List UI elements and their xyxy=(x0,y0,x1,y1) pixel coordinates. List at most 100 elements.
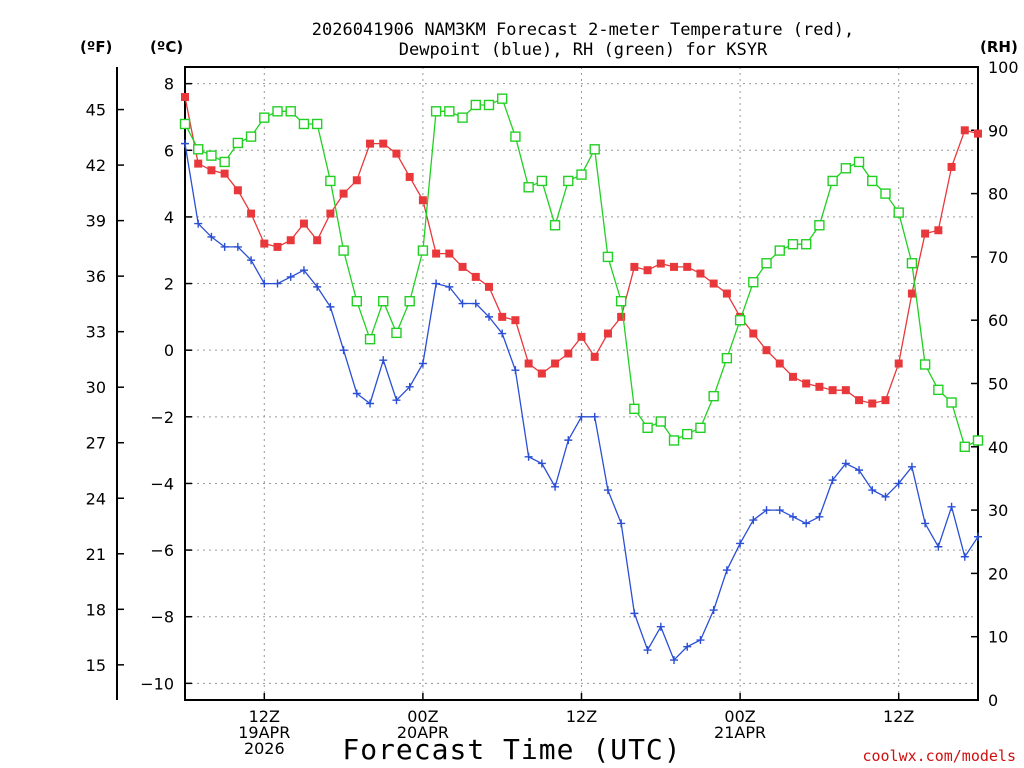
temperature-point xyxy=(260,239,269,248)
rh-point xyxy=(933,384,944,396)
time-tick-label: 21APR xyxy=(714,723,766,742)
rh-point xyxy=(814,220,825,231)
rh-point xyxy=(206,150,217,161)
rh-point xyxy=(576,169,587,180)
dewpoint-point xyxy=(775,506,784,515)
rh-point xyxy=(404,296,415,307)
celsius-tick-label: 4 xyxy=(164,208,174,227)
rh-point xyxy=(523,182,534,193)
dewpoint-point xyxy=(736,539,745,548)
rh-point xyxy=(444,106,455,117)
dewpoint-point xyxy=(313,282,322,291)
data-series xyxy=(179,92,984,665)
temperature-point xyxy=(551,359,560,368)
credit-text: coolwx.com/models xyxy=(862,747,1016,765)
rh-point xyxy=(536,175,548,187)
temperature-point xyxy=(418,196,427,205)
rh-point xyxy=(391,327,402,339)
rh-point xyxy=(351,296,363,307)
rh-unit-label: (RH) xyxy=(980,38,1018,56)
dewpoint-point xyxy=(683,642,692,651)
dewpoint-point xyxy=(828,476,837,485)
temperature-point xyxy=(537,369,546,378)
fahrenheit-tick-label: 15 xyxy=(86,656,106,675)
fahrenheit-tick-label: 21 xyxy=(86,545,106,564)
temperature-point xyxy=(670,262,679,271)
temperature-point xyxy=(802,379,811,388)
dewpoint-point xyxy=(974,532,982,541)
temperature-point xyxy=(498,312,507,321)
rh-point xyxy=(721,352,733,364)
rh-point xyxy=(972,435,984,446)
rh-point xyxy=(919,359,931,370)
x-axis-label: Forecast Time (UTC) xyxy=(342,733,681,766)
rh-point xyxy=(602,251,614,263)
temperature-point xyxy=(392,149,401,158)
rh-tick-label: 10 xyxy=(988,628,1008,647)
series-rh xyxy=(179,93,984,452)
rh-point xyxy=(615,296,627,307)
dewpoint-point xyxy=(537,459,546,468)
dewpoint-point xyxy=(392,396,401,405)
rh-point xyxy=(219,156,230,168)
rh-tick-label: 50 xyxy=(988,375,1008,394)
temperature-point xyxy=(445,249,454,258)
rh-point xyxy=(497,93,508,104)
rh-point xyxy=(800,239,812,250)
dewpoint-point xyxy=(418,359,427,368)
dewpoint-point xyxy=(881,492,890,501)
dewpoint-point xyxy=(656,622,665,631)
dewpoint-point xyxy=(894,479,903,488)
fahrenheit-tick-label: 30 xyxy=(86,378,106,397)
dewpoint-point xyxy=(524,452,533,461)
rh-point xyxy=(827,175,838,187)
dewpoint-point xyxy=(749,516,758,525)
rh-point xyxy=(378,296,389,307)
dewpoint-point xyxy=(247,256,256,265)
temperature-point xyxy=(683,262,692,271)
dewpoint-point xyxy=(603,486,612,495)
fahrenheit-tick-label: 33 xyxy=(86,323,106,342)
dewpoint-point xyxy=(405,382,414,391)
dewpoint-point xyxy=(670,656,679,665)
time-tick-label: 00Z xyxy=(407,707,438,726)
temperature-point xyxy=(458,262,467,271)
rh-point xyxy=(734,315,746,326)
celsius-tick-label: 8 xyxy=(164,75,174,94)
temperature-point xyxy=(907,289,916,298)
rh-point xyxy=(695,422,706,434)
dewpoint-point xyxy=(577,412,586,421)
dewpoint-point xyxy=(339,346,348,355)
dewpoint-point xyxy=(551,482,560,491)
dewpoint-point xyxy=(802,519,811,528)
temperature-point xyxy=(841,386,850,395)
temperature-point xyxy=(405,172,414,181)
temperature-point xyxy=(868,399,877,408)
rh-point xyxy=(840,163,852,174)
rh-tick-label: 80 xyxy=(988,185,1008,204)
rh-point xyxy=(298,118,310,130)
series-2-meter-temperature xyxy=(181,92,982,408)
temperature-point xyxy=(934,226,943,235)
rh-point xyxy=(549,220,561,231)
dewpoint-point xyxy=(960,552,969,561)
temperature-point xyxy=(181,92,189,101)
dewpoint-point xyxy=(617,519,626,528)
rh-tick-label: 20 xyxy=(988,564,1008,583)
rh-point xyxy=(893,207,904,218)
chart-title-line-2: Dewpoint (blue), RH (green) for KSYR xyxy=(399,40,768,60)
temperature-point xyxy=(617,312,626,321)
rh-point xyxy=(193,144,204,155)
rh-point xyxy=(880,188,891,199)
temperature-point xyxy=(894,359,903,368)
temperature-point xyxy=(511,316,520,325)
temperature-point xyxy=(590,352,599,361)
fahrenheit-tick-label: 39 xyxy=(86,212,106,231)
temperature-point xyxy=(762,346,771,355)
celsius-tick-label: 6 xyxy=(164,141,174,160)
rh-point xyxy=(232,137,244,149)
rh-tick-label: 90 xyxy=(988,121,1008,140)
dewpoint-point xyxy=(326,302,335,311)
dewpoint-point xyxy=(630,609,639,618)
